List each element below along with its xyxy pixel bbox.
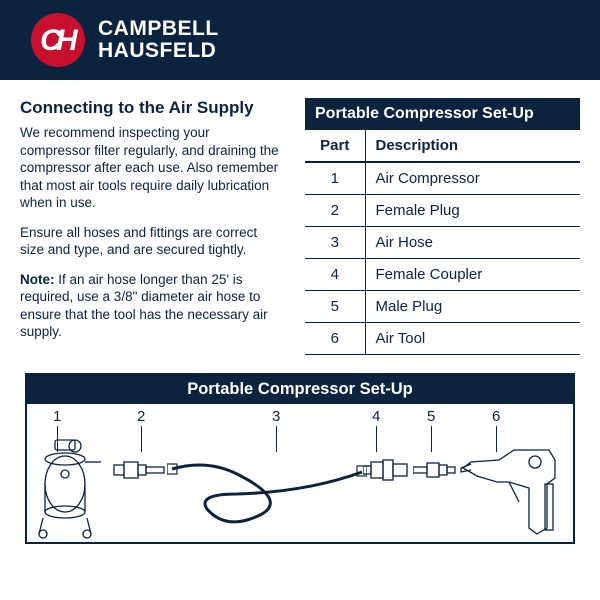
paragraph-note: Note: If an air hose longer than 25' is … xyxy=(20,271,281,341)
cell-part: 1 xyxy=(305,162,365,195)
brand-line1: CAMPBELL xyxy=(98,18,219,40)
compressor-icon xyxy=(35,434,105,539)
female-coupler-icon xyxy=(363,459,409,481)
cell-part: 4 xyxy=(305,259,365,291)
diagram-label-1: 1 xyxy=(53,408,61,425)
svg-text:H: H xyxy=(56,24,79,57)
instructions-column: Connecting to the Air Supply We recommen… xyxy=(20,98,287,355)
cell-description: Female Coupler xyxy=(365,259,580,291)
diagram-canvas: 1 2 3 4 5 6 xyxy=(27,404,573,542)
diagram-label-5: 5 xyxy=(427,408,435,425)
diagram-panel: Portable Compressor Set-Up xyxy=(25,373,575,544)
diagram-label-3: 3 xyxy=(272,408,280,425)
parts-table: Part Description 1Air Compressor2Female … xyxy=(305,130,580,355)
table-row: 3Air Hose xyxy=(305,227,580,259)
air-hose-icon xyxy=(167,444,367,534)
diagram-label-6: 6 xyxy=(492,408,500,425)
brand-header: C H CAMPBELL HAUSFELD xyxy=(0,0,600,80)
parts-table-wrap: Portable Compressor Set-Up Part Descript… xyxy=(305,98,580,355)
table-row: 4Female Coupler xyxy=(305,259,580,291)
brand-name: CAMPBELL HAUSFELD xyxy=(98,18,219,62)
cell-description: Air Compressor xyxy=(365,162,580,195)
cell-description: Male Plug xyxy=(365,291,580,323)
table-row: 5Male Plug xyxy=(305,291,580,323)
diagram-leader-4 xyxy=(376,426,377,452)
table-row: 2Female Plug xyxy=(305,195,580,227)
air-tool-icon xyxy=(459,432,569,540)
section-title: Connecting to the Air Supply xyxy=(20,98,281,118)
cell-part: 3 xyxy=(305,227,365,259)
note-label: Note: xyxy=(20,272,55,287)
cell-description: Air Tool xyxy=(365,323,580,355)
diagram-leader-1 xyxy=(57,426,58,452)
diagram-label-4: 4 xyxy=(372,408,380,425)
cell-part: 2 xyxy=(305,195,365,227)
col-part: Part xyxy=(305,130,365,162)
table-title: Portable Compressor Set-Up xyxy=(305,98,580,130)
main-content: Connecting to the Air Supply We recommen… xyxy=(0,80,600,365)
table-header-row: Part Description xyxy=(305,130,580,162)
female-plug-icon xyxy=(112,459,167,481)
note-body: If an air hose longer than 25' is requir… xyxy=(20,272,268,340)
diagram-leader-2 xyxy=(141,426,142,452)
paragraph-1: We recommend inspecting your compressor … xyxy=(20,124,281,212)
cell-part: 5 xyxy=(305,291,365,323)
diagram-leader-6 xyxy=(496,426,497,452)
diagram-title: Portable Compressor Set-Up xyxy=(27,375,573,404)
diagram-label-2: 2 xyxy=(137,408,145,425)
table-row: 6Air Tool xyxy=(305,323,580,355)
cell-description: Air Hose xyxy=(365,227,580,259)
diagram-leader-5 xyxy=(431,426,432,452)
diagram-leader-3 xyxy=(276,426,277,452)
cell-part: 6 xyxy=(305,323,365,355)
table-row: 1Air Compressor xyxy=(305,162,580,195)
logo-badge: C H xyxy=(30,12,86,68)
brand-line2: HAUSFELD xyxy=(98,40,219,62)
paragraph-2: Ensure all hoses and fittings are correc… xyxy=(20,224,281,259)
male-plug-icon xyxy=(413,461,457,479)
col-description: Description xyxy=(365,130,580,162)
cell-description: Female Plug xyxy=(365,195,580,227)
